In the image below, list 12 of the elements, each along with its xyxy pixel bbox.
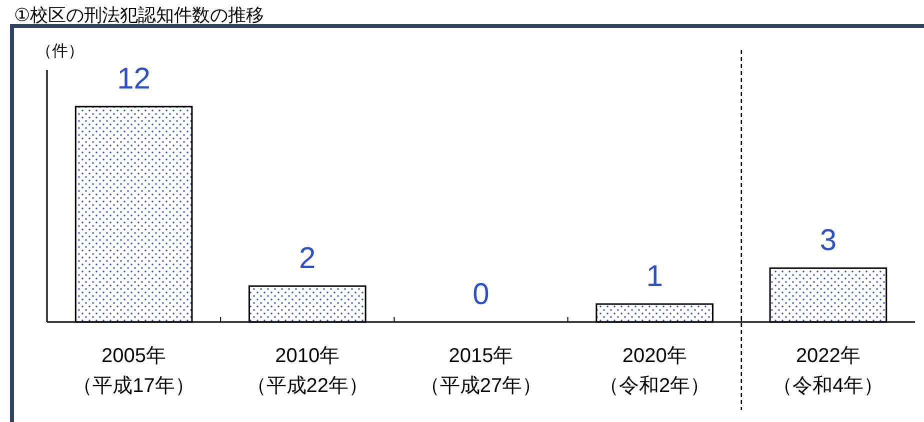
data-label: 2 <box>299 242 316 276</box>
data-label: 3 <box>820 224 837 258</box>
x-tick-label: 2015年（平成27年） <box>420 345 542 397</box>
data-label: 0 <box>472 278 490 311</box>
x-tick-label: 2022年（令和4年） <box>772 345 884 397</box>
data-label: 12 <box>117 62 150 96</box>
y-axis-title: （件） <box>36 43 84 60</box>
chart-title: ①校区の刑法犯認知件数の推移 <box>14 5 264 25</box>
x-tick-label: 2010年（平成22年） <box>246 345 369 397</box>
x-tick-label: 2020年（令和2年） <box>599 345 710 397</box>
x-tick-label: 2005年（平成17年） <box>72 345 195 397</box>
data-label: 1 <box>646 260 663 294</box>
